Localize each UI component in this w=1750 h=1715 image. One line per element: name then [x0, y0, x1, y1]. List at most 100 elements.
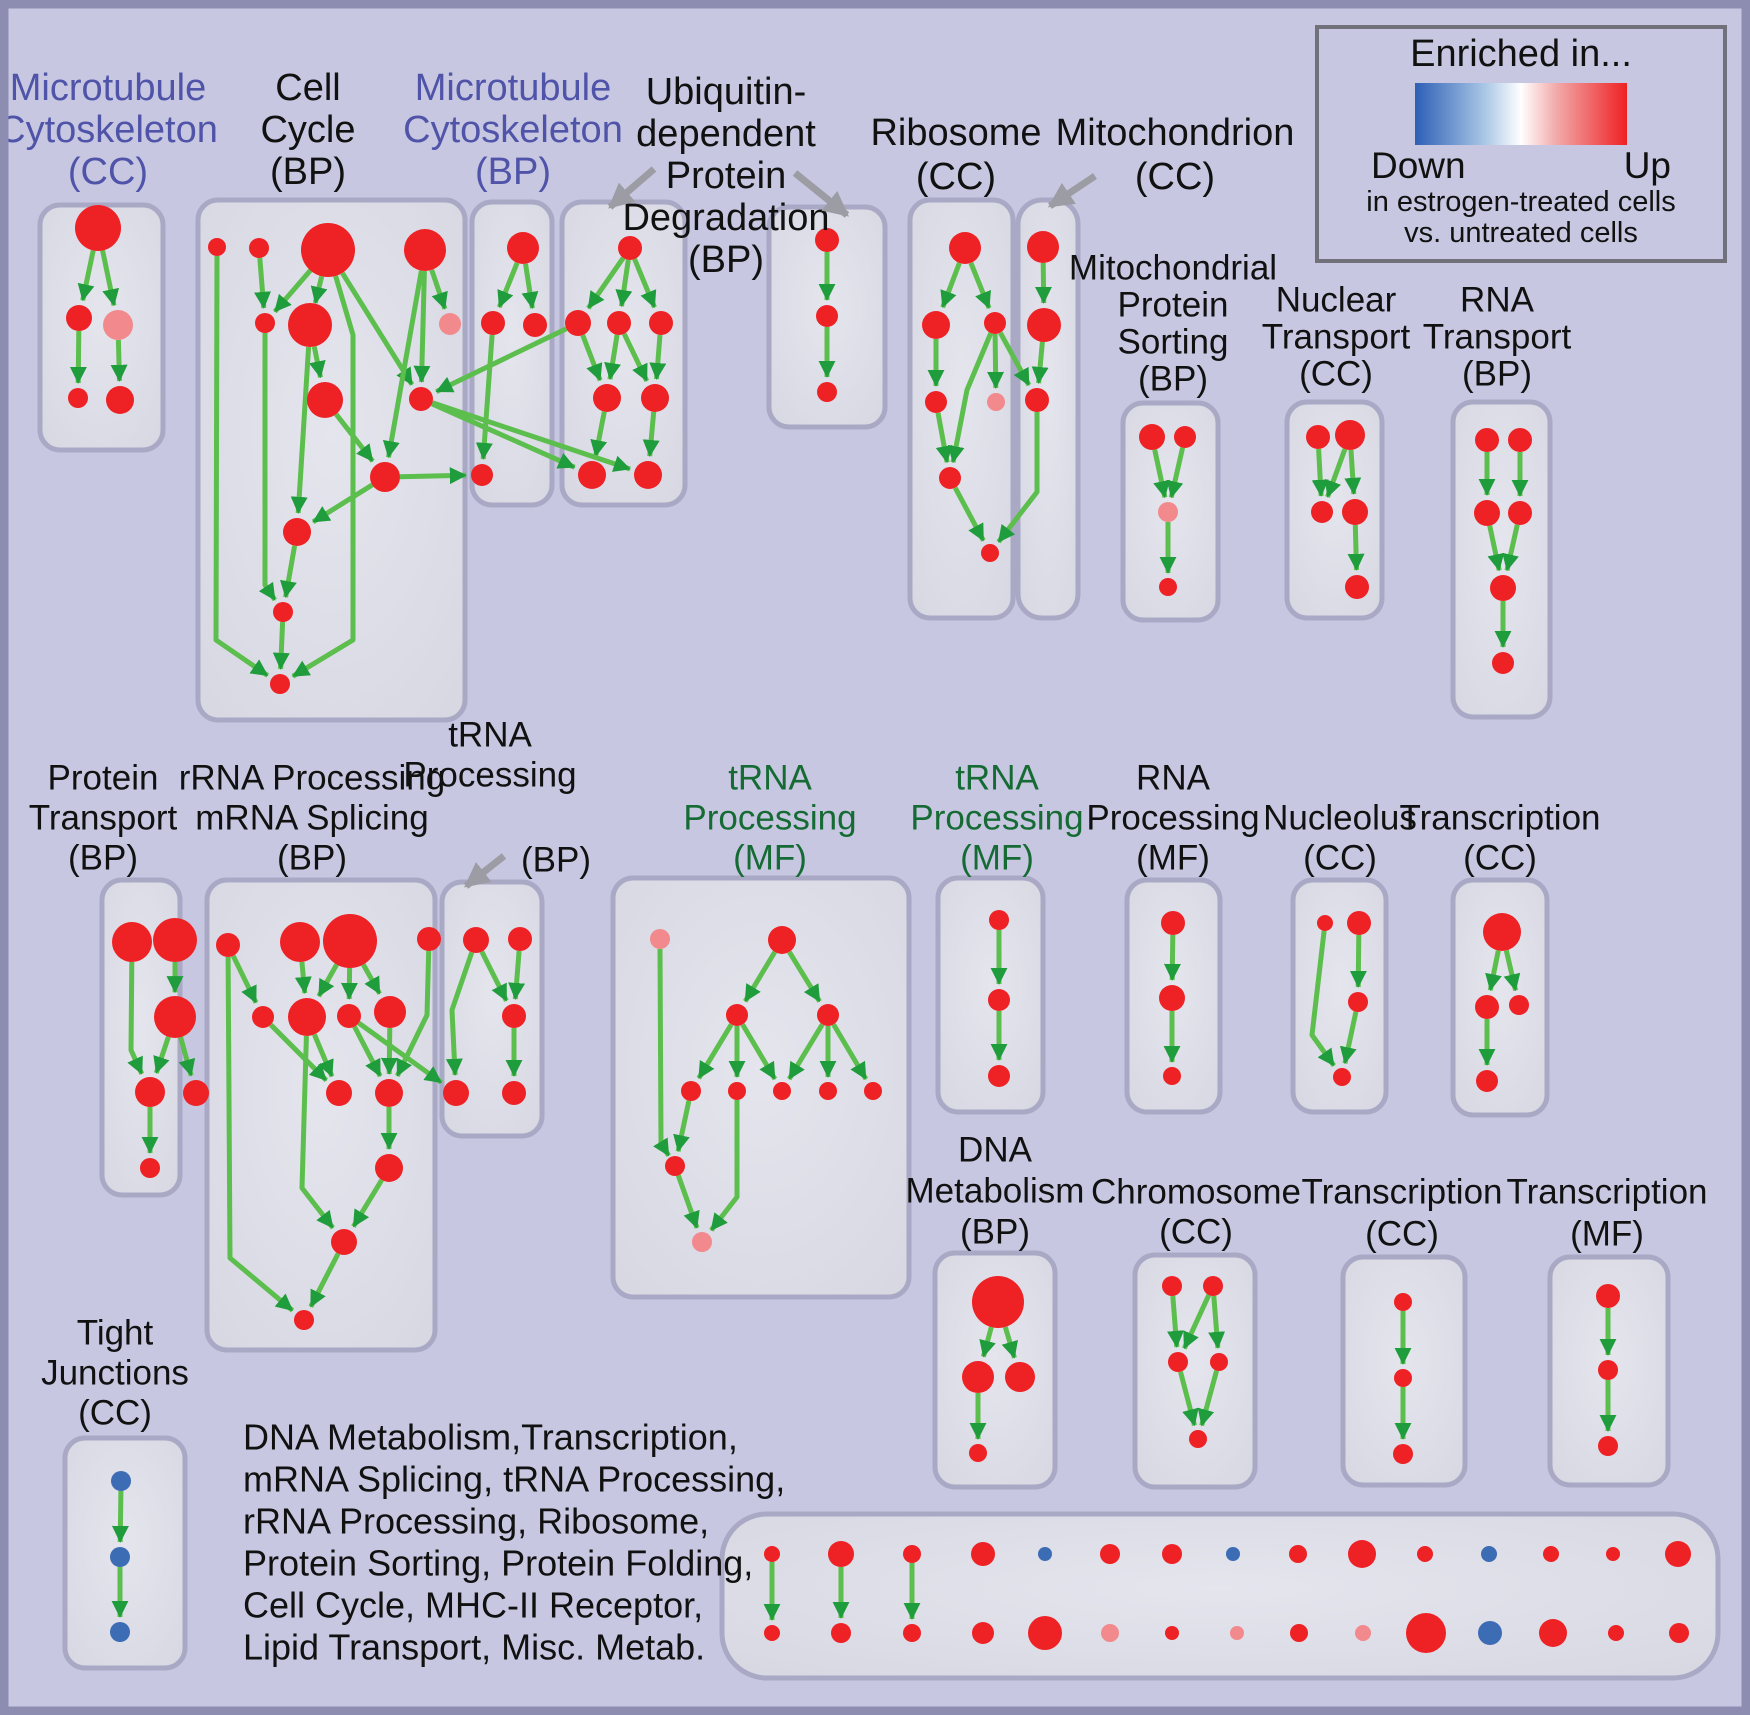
edge-u3-u6	[621, 332, 650, 382]
node-microtubule-bp-b3	[523, 313, 547, 337]
edge-c4-c9	[413, 270, 431, 383]
edge-u3-u5	[604, 334, 621, 381]
node-misc-metabolism-mt6	[1100, 1544, 1120, 1564]
node-misc-metabolism-mt2	[828, 1541, 854, 1567]
node-rrna-mrna-bp-q11	[331, 1229, 357, 1255]
edge-i1-i2	[1485, 950, 1502, 992]
edge-p3-p4	[153, 1036, 171, 1074]
edge-m1-m2	[77, 249, 96, 302]
cluster-label-rna-transport-bp-line0: RNA	[1460, 281, 1535, 320]
cluster-label-transcription-mf-line1: (MF)	[1570, 1215, 1644, 1254]
edge-r3-r5	[987, 333, 1005, 389]
edge-e3-e7	[740, 1023, 778, 1081]
node-microtubule-bp-b4	[471, 464, 493, 486]
node-chromosome-cc-k5	[1189, 1430, 1207, 1448]
node-transcription-mf-o3	[1598, 1436, 1618, 1456]
node-nucleolus-cc-h3	[1348, 992, 1368, 1012]
node-ubiquitin-bp-a-u5	[593, 384, 621, 412]
edge-i1-i3	[1503, 949, 1521, 992]
edge-w2-w3	[1031, 341, 1049, 384]
node-ubiquitin-bp-a-u2	[565, 310, 591, 336]
cluster-label-ubiquitin-bp-a-line3: Degradation	[622, 197, 829, 239]
node-protein-transport-bp-p1	[112, 922, 152, 962]
cluster-label-trna-processing-mf-large-line0: tRNA	[728, 759, 812, 798]
node-mitochondrion-cc-w2	[1027, 308, 1061, 342]
node-misc-metabolism-mt8	[1226, 1547, 1240, 1561]
edge-q5-q11	[299, 1035, 335, 1230]
edge-q7-q9	[380, 1027, 398, 1075]
edge-q6-q9	[352, 1025, 383, 1078]
node-microtubule-bp-b2	[481, 311, 505, 335]
cluster-label-nucleolus-cc-line1: (CC)	[1303, 839, 1377, 878]
node-ubiquitin-bp-a-u6	[641, 384, 669, 412]
node-protein-transport-bp-p3	[154, 996, 196, 1038]
edge-e5-e10	[673, 1100, 692, 1153]
edge-b2-b4	[475, 334, 495, 460]
node-misc-metabolism-mb1	[764, 1625, 780, 1641]
node-microtubule-cc-m1	[75, 205, 121, 251]
node-misc-metabolism-mb8	[1230, 1626, 1244, 1640]
node-misc-metabolism-mt14	[1606, 1547, 1620, 1561]
edge-d1-d4	[445, 951, 475, 1076]
cluster-label-rna-processing-mf-line1: Processing	[1086, 799, 1259, 838]
node-misc-metabolism-mb10	[1355, 1625, 1371, 1641]
cluster-label-ribosome-cc-line0: Ribosome	[870, 112, 1041, 154]
node-cell-cycle-bp-c6	[288, 303, 332, 347]
edge-q3-q7	[361, 963, 382, 995]
node-cell-cycle-bp-c3	[301, 223, 355, 277]
legend-down-label: Down	[1371, 145, 1466, 186]
node-ubiquitin-bp-b-v3	[817, 382, 837, 402]
edge-e1-e10	[653, 948, 671, 1157]
edge-j1-j3	[1001, 1326, 1018, 1359]
note-line-5: Lipid Transport, Misc. Metab.	[243, 1627, 705, 1668]
node-misc-metabolism-mt12	[1481, 1546, 1497, 1562]
cluster-label-microtubule-bp-line2: (BP)	[475, 151, 551, 193]
edge-c9-u8	[431, 400, 631, 472]
cluster-label-ubiquitin-bp-a-line4: (BP)	[688, 239, 764, 281]
node-cell-cycle-bp-c8	[307, 382, 343, 418]
node-mitochondrion-cc-w3	[1025, 388, 1049, 412]
node-misc-metabolism-mt3	[903, 1545, 921, 1563]
node-misc-metabolism-mb12	[1478, 1621, 1502, 1645]
cluster-label-trna-processing-bp-line0: tRNA	[448, 716, 532, 755]
node-misc-metabolism-mb7	[1165, 1626, 1179, 1640]
edge-r3-r6	[947, 332, 994, 464]
node-misc-metabolism-mb2	[831, 1623, 851, 1643]
cluster-label-cell-cycle-bp-line2: (BP)	[270, 151, 346, 193]
edge-c4-c10	[382, 270, 424, 459]
edge-c4-c7	[429, 269, 448, 310]
node-ribosome-cc-r6	[939, 467, 961, 489]
cluster-label-transcription-mf-line0: Transcription	[1507, 1173, 1708, 1212]
note-line-1: mRNA Splicing, tRNA Processing,	[243, 1459, 785, 1500]
cluster-label-transcription-cc-bottom-line1: (CC)	[1365, 1215, 1439, 1254]
node-cell-cycle-bp-c1	[208, 238, 226, 256]
node-rrna-mrna-bp-q7	[374, 996, 406, 1028]
node-rna-processing-mf-g2	[1159, 985, 1185, 1011]
cluster-label-rna-transport-bp-line1: Transport	[1423, 318, 1572, 357]
cluster-label-mito-protein-sorting-line0: Mitochondrial	[1069, 249, 1277, 288]
edge-h1-h4	[1309, 930, 1336, 1068]
node-trna-processing-mf-large-e1	[650, 929, 670, 949]
edge-q1-q12	[225, 956, 295, 1313]
edge-k3-k5	[1178, 1371, 1199, 1427]
cluster-label-tight-junctions-cc-line2: (CC)	[78, 1394, 152, 1433]
node-rrna-mrna-bp-q10	[375, 1154, 403, 1182]
edge-q3-q5	[316, 963, 339, 998]
edge-m2-m4	[69, 330, 87, 384]
cluster-label-mitochondrion-cc-line1: (CC)	[1135, 156, 1215, 198]
edge-c8-c10	[334, 412, 375, 463]
node-cell-cycle-bp-c4	[404, 229, 446, 271]
node-trna-processing-mf-small-f3	[988, 1065, 1010, 1087]
node-transcription-cc-bottom-l3	[1393, 1444, 1413, 1464]
node-mitochondrion-cc-w1	[1027, 231, 1059, 263]
cluster-label-cell-cycle-bp-line0: Cell	[275, 67, 340, 109]
cluster-label-dna-metabolism-bp-line0: DNA	[958, 1131, 1033, 1170]
cluster-label-trna-processing-bp-line2: (BP)	[521, 841, 591, 880]
node-tight-junctions-cc-z3	[110, 1622, 130, 1642]
node-misc-metabolism-mt11	[1417, 1546, 1433, 1562]
node-ubiquitin-bp-a-u1	[618, 236, 642, 260]
node-trna-processing-bp-d5	[502, 1081, 526, 1105]
edge-h2-h3	[1349, 934, 1367, 988]
node-misc-metabolism-mb9	[1290, 1624, 1308, 1642]
